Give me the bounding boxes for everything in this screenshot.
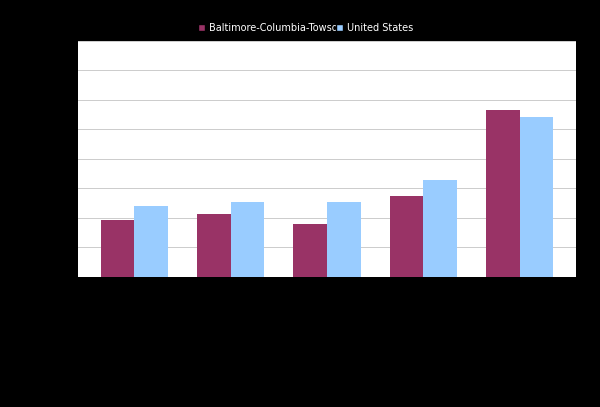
Bar (134, 206, 168, 407)
Text: Baltimore-Columbia-Towson: Baltimore-Columbia-Towson (209, 23, 344, 33)
Bar (197, 214, 230, 407)
Bar (101, 220, 134, 407)
Bar (520, 118, 553, 407)
Text: United States: United States (347, 23, 413, 33)
Bar (327, 202, 361, 407)
Bar (230, 202, 265, 407)
Bar (486, 109, 520, 407)
Bar (293, 224, 327, 407)
Bar (424, 180, 457, 407)
Bar (389, 196, 424, 407)
